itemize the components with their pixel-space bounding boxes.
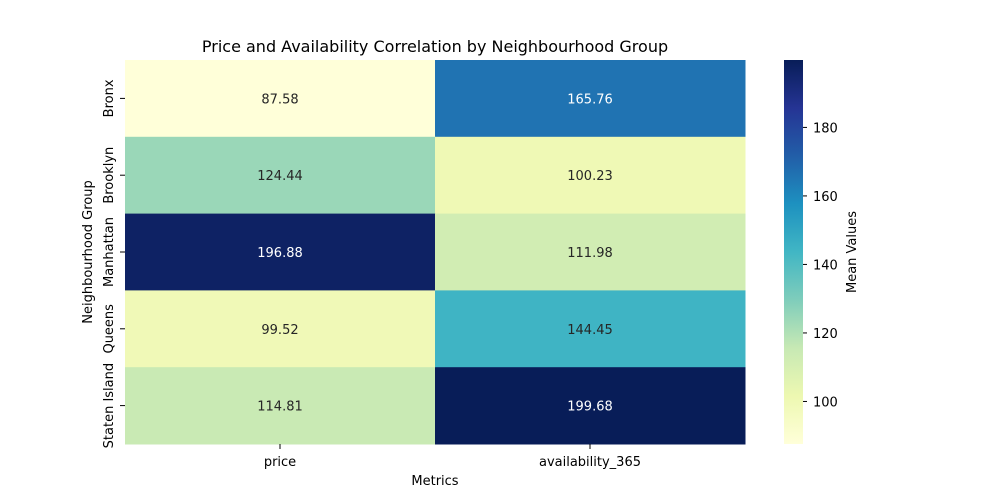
heatmap-cell [435,367,746,445]
cell-value-label: 144.45 [567,323,613,338]
heatmap-cell [435,213,746,291]
colorbar-tick-label: 120 [813,327,838,342]
y-tick-label: Bronx [102,79,117,117]
colorbar-tick-label: 100 [813,395,838,410]
cell-value-label: 114.81 [257,400,303,415]
colorbar-tick-label: 160 [813,190,838,205]
cell-value-label: 165.76 [567,92,613,107]
x-axis-ticks: price availability_365 [264,444,641,470]
heatmap-cell [125,367,436,445]
colorbar-tick-label: 140 [813,258,838,273]
x-tick-label: availability_365 [539,455,641,470]
heatmap-cell [125,60,436,138]
colorbar-tick-label: 180 [813,121,838,136]
y-tick-label: Manhattan [102,217,117,287]
cell-value-label: 199.68 [567,400,613,415]
cell-value-label: 124.44 [257,169,303,184]
chart-title: Price and Availability Correlation by Ne… [202,37,668,56]
y-tick-label: Queens [102,304,117,354]
cell-value-label: 111.98 [567,246,613,261]
colorbar-label: Mean Values [845,211,860,293]
heatmap-cell [125,213,436,291]
cell-value-label: 99.52 [261,323,298,338]
cell-value-label: 87.58 [261,92,298,107]
x-tick-label: price [264,455,296,470]
colorbar [784,60,803,444]
heatmap-cell [435,60,746,138]
heatmap-cell [435,290,746,368]
y-axis-ticks: Bronx Brooklyn Manhattan Queens Staten Islan… [102,79,125,448]
x-axis-label: Metrics [411,474,458,489]
y-axis-label: Neighbourhood Group [81,180,96,324]
heatmap-cell [125,136,436,215]
cell-value-label: 100.23 [567,169,613,184]
heatmap-cells: 87.58 165.76 124.44 100.23 196.88 111.98 99.52… [125,60,746,445]
colorbar-ticks: 100 120 140 160 180 [803,121,838,410]
cell-value-label: 196.88 [257,246,303,261]
y-tick-label: Staten Island [102,363,117,448]
heatmap-cell [435,136,746,215]
y-tick-label: Brooklyn [102,147,117,204]
heatmap-cell [125,290,436,368]
